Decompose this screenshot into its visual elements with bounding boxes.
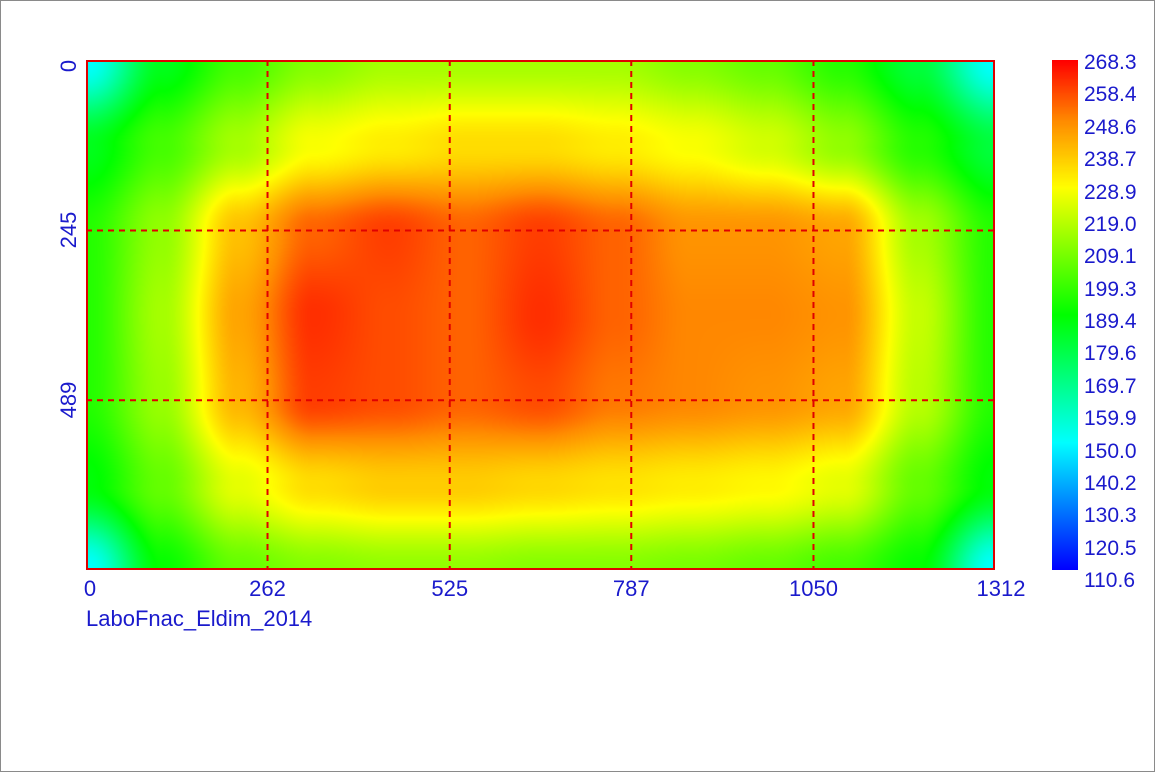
colorbar-label: 228.9: [1084, 180, 1137, 204]
colorbar-label: 268.3: [1084, 51, 1137, 74]
plot-border: [86, 60, 995, 570]
y-tick-label: 245: [56, 212, 81, 249]
colorbar-label: 179.6: [1084, 342, 1137, 366]
x-tick-label: 787: [612, 576, 650, 601]
colorbar-label: 159.9: [1084, 407, 1137, 431]
colorbar-label: 209.1: [1084, 245, 1137, 269]
colorbar-label: 199.3: [1084, 277, 1137, 301]
colorbar-label: 219.0: [1084, 212, 1137, 236]
heatmap-surface: [86, 60, 995, 570]
heatmap-plot-area: [86, 60, 995, 570]
colorbar-label: 120.5: [1084, 536, 1137, 560]
grid-overlay: [86, 60, 995, 570]
colorbar-label: 169.7: [1084, 374, 1137, 398]
colorbar-label: 189.4: [1084, 310, 1137, 333]
colorbar-label: 238.7: [1084, 148, 1137, 172]
x-tick-label: 0: [83, 576, 97, 601]
colorbar-label: 150.0: [1084, 439, 1137, 463]
y-tick-label: 489: [56, 381, 81, 419]
x-tick-label: 525: [431, 576, 469, 601]
x-tick-label: 262: [249, 576, 286, 601]
x-tick-label: 1050: [788, 576, 838, 601]
y-tick-label: 0: [56, 59, 81, 73]
colorbar-label: 110.6: [1084, 569, 1135, 592]
colorbar-label: 248.6: [1084, 115, 1137, 139]
x-tick-label: 1312: [976, 576, 1026, 601]
colorbar-label: 130.3: [1084, 504, 1137, 528]
colorbar-label: 140.2: [1084, 471, 1137, 495]
colorbar: [1052, 60, 1078, 570]
colorbar-label: 258.4: [1084, 83, 1137, 107]
chart-title: LaboFnac_Eldim_2014: [86, 606, 313, 631]
